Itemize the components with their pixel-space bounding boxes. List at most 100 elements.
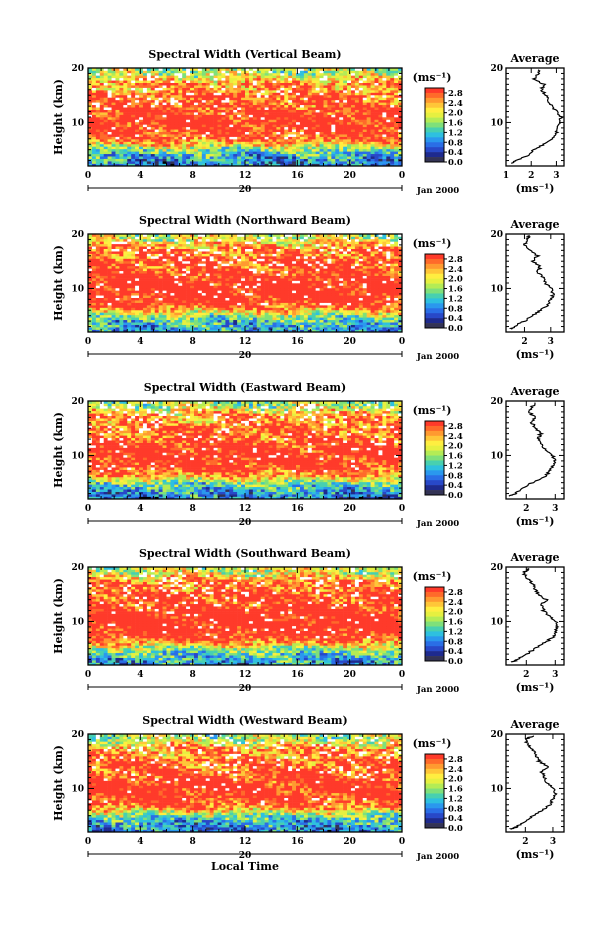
date-month-year-label: Jan 2000: [416, 352, 459, 362]
date-day-label: 20: [239, 185, 252, 195]
colorbar-swatch: [425, 646, 444, 652]
colorbar-tick-label: 0.4: [448, 148, 463, 158]
x-tick-label: 0: [399, 504, 405, 514]
colorbar-tick-label: 0.8: [448, 471, 463, 481]
x-tick-label: 4: [137, 337, 143, 347]
colorbar-swatch: [425, 298, 444, 304]
heatmap-cells: [88, 234, 403, 333]
x-tick-label: 0: [399, 171, 405, 181]
colorbar-tick-label: 1.6: [448, 285, 463, 295]
colorbar-swatch: [425, 596, 444, 603]
colorbar-swatch: [425, 254, 444, 260]
colorbar-tick-label: 0.4: [448, 814, 463, 824]
date-month-year-label: Jan 2000: [416, 519, 459, 529]
average-x-axis-label: (ms⁻¹): [516, 182, 555, 195]
panel-title: Spectral Width (Northward Beam): [139, 214, 351, 227]
colorbar-swatch: [425, 611, 444, 617]
colorbar-tick-label: 2.8: [448, 588, 463, 598]
date-day-label: 20: [239, 518, 252, 528]
x-tick-label: 4: [137, 504, 143, 514]
x-tick-label: 8: [190, 171, 196, 181]
average-y-tick-label: 10: [490, 118, 503, 128]
colorbar-swatch: [425, 626, 444, 632]
colorbar-tick-label: 0.0: [448, 491, 463, 501]
average-x-tick-label: 2: [522, 837, 528, 847]
colorbar-swatch: [425, 758, 444, 765]
x-axis-label: Local Time: [211, 860, 279, 873]
colorbar-tick-label: 0.8: [448, 637, 463, 647]
y-tick-label: 20: [71, 397, 84, 407]
average-x-tick-label: 2: [521, 337, 527, 347]
colorbar-tick-label: 0.4: [448, 314, 463, 324]
colorbar-tick-label: 2.4: [448, 99, 463, 109]
x-tick-label: 16: [291, 337, 304, 347]
date-day-label: 20: [239, 351, 252, 361]
colorbar-tick-label: 2.0: [448, 275, 463, 285]
colorbar-swatch: [425, 803, 444, 809]
colorbar-swatch: [425, 798, 444, 804]
colorbar-swatch: [425, 475, 444, 481]
colorbar-tick-label: 2.8: [448, 89, 463, 99]
colorbar-tick-label: 0.8: [448, 804, 463, 814]
colorbar-tick-label: 2.8: [448, 255, 463, 265]
colorbar-swatch: [425, 303, 444, 309]
panel-5: Spectral Width (Westward Beam) Height (km…: [52, 714, 565, 873]
colorbar-swatch: [425, 460, 444, 466]
y-tick-label: 10: [71, 118, 84, 128]
colorbar-swatch: [425, 440, 444, 446]
average-y-tick-label: 20: [490, 563, 503, 573]
colorbar-tick-label: 2.4: [448, 765, 463, 775]
colorbar-swatch: [425, 783, 444, 789]
colorbar-swatch: [425, 152, 444, 158]
colorbar-swatch: [425, 117, 444, 123]
average-frame: [505, 233, 565, 333]
panel-3: Spectral Width (Eastward Beam) Height (km…: [52, 381, 565, 529]
colorbar-swatch: [425, 318, 444, 324]
colorbar-swatch: [425, 102, 444, 109]
x-tick-label: 8: [190, 504, 196, 514]
colorbar-tick-label: 2.0: [448, 775, 463, 785]
average-x-axis-label: (ms⁻¹): [516, 515, 555, 528]
x-tick-label: 0: [85, 504, 91, 514]
colorbar-swatch: [425, 808, 444, 814]
colorbar-swatch: [425, 132, 444, 138]
colorbar-tick-label: 1.2: [448, 294, 463, 304]
average-x-axis-label: (ms⁻¹): [516, 681, 555, 694]
average-y-tick-label: 20: [490, 397, 503, 407]
average-y-tick-label: 10: [490, 284, 503, 294]
colorbar-tick-label: 0.4: [448, 647, 463, 657]
colorbar-swatch: [425, 112, 444, 118]
x-tick-label: 16: [291, 171, 304, 181]
colorbar-swatch: [425, 793, 444, 799]
average-x-tick-label: 3: [552, 670, 558, 680]
colorbar-swatch: [425, 268, 444, 275]
date-month-year-label: Jan 2000: [416, 685, 459, 695]
average-title: Average: [509, 385, 559, 398]
panel-2: Spectral Width (Northward Beam) Height (k…: [52, 214, 565, 362]
y-axis-label: Height (km): [52, 79, 65, 155]
x-tick-label: 8: [190, 670, 196, 680]
average-y-tick-label: 20: [490, 730, 503, 740]
x-tick-label: 20: [343, 504, 356, 514]
colorbar-swatch: [425, 823, 444, 829]
colorbar-swatch: [425, 631, 444, 637]
x-tick-label: 20: [343, 670, 356, 680]
date-month-year-label: Jan 2000: [416, 852, 459, 862]
y-tick-label: 20: [71, 563, 84, 573]
y-axis-label: Height (km): [52, 245, 65, 321]
x-tick-label: 16: [291, 837, 304, 847]
x-tick-label: 8: [190, 837, 196, 847]
colorbar-tick-label: 2.4: [448, 432, 463, 442]
colorbar-tick-label: 2.0: [448, 109, 463, 119]
date-month-year-label: Jan 2000: [416, 186, 459, 196]
colorbar-swatch: [425, 465, 444, 471]
colorbar-swatch: [425, 92, 444, 99]
average-y-tick-label: 20: [490, 64, 503, 74]
colorbar-tick-label: 1.2: [448, 627, 463, 637]
x-tick-label: 20: [343, 171, 356, 181]
colorbar-swatch: [425, 651, 444, 657]
x-tick-label: 0: [85, 837, 91, 847]
colorbar-tick-label: 2.8: [448, 422, 463, 432]
colorbar-swatch: [425, 778, 444, 784]
y-tick-label: 20: [71, 730, 84, 740]
